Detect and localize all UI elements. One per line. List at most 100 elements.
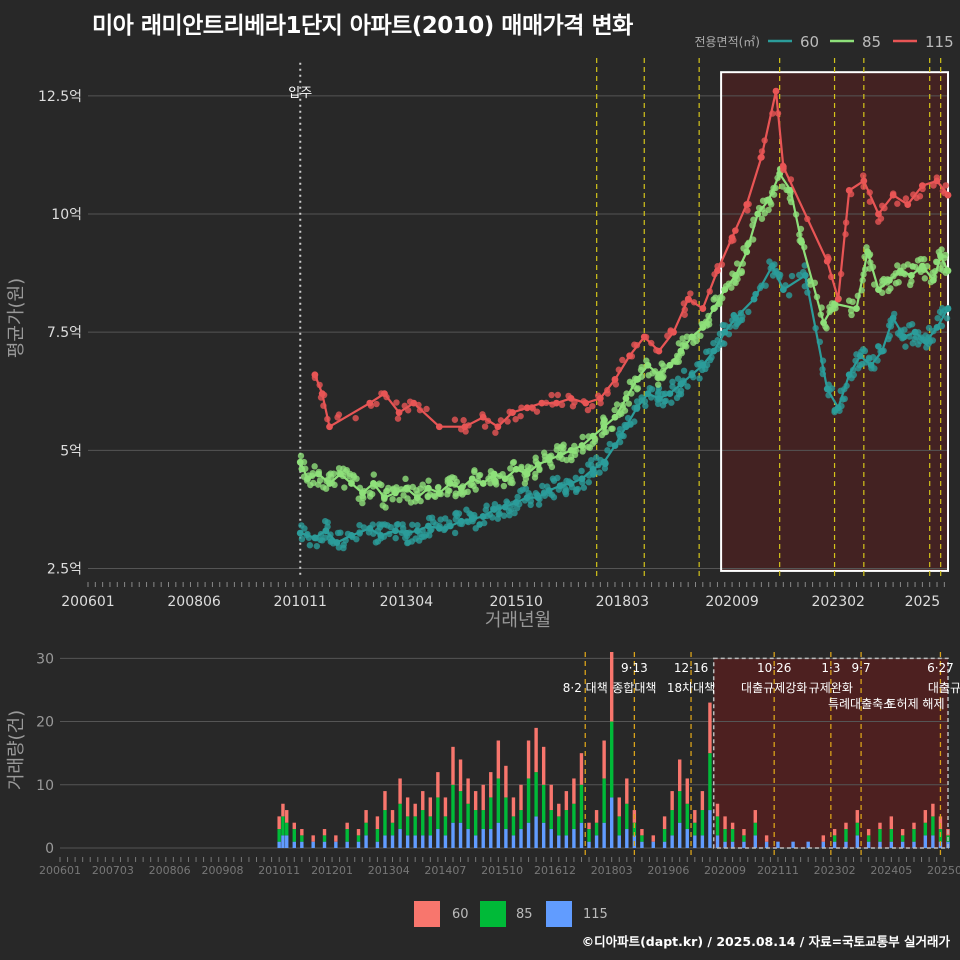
data-point-60 <box>834 404 842 412</box>
vol-bar-60 <box>405 797 410 817</box>
vol-bar-85 <box>364 822 368 836</box>
data-point-115 <box>517 412 524 420</box>
data-point-60 <box>674 375 682 382</box>
data-point-60 <box>446 522 454 530</box>
data-point-85 <box>655 371 663 379</box>
data-point-85 <box>937 253 945 260</box>
data-point-85 <box>500 482 508 490</box>
data-point-85 <box>468 475 476 483</box>
data-point-85 <box>886 276 893 284</box>
data-point-60 <box>556 482 564 490</box>
data-point-85 <box>501 475 509 483</box>
vol-bar-60 <box>938 816 943 830</box>
data-point-115 <box>479 413 487 421</box>
vol-bar-85 <box>405 816 410 836</box>
y-axis-title: 평균가(원) <box>6 278 27 358</box>
vol-bar-60 <box>923 810 928 823</box>
policy-label-bottom: 특례대출축소 <box>828 697 894 711</box>
vol-bar-85 <box>383 810 387 836</box>
data-point-60 <box>710 347 718 355</box>
data-point-60 <box>900 333 908 341</box>
data-point-60 <box>580 484 588 491</box>
policy-label-top: 9·13 <box>621 661 648 675</box>
vol-bar-115 <box>421 835 425 848</box>
data-point-60 <box>779 286 787 294</box>
data-point-60 <box>435 524 443 532</box>
vol-x-tick-label: 201407 <box>424 864 466 877</box>
data-point-115 <box>942 182 949 189</box>
data-point-85 <box>453 478 461 486</box>
data-point-60 <box>500 512 508 519</box>
vol-bar-85 <box>594 822 599 836</box>
vol-bar-60 <box>700 791 705 811</box>
vol-bar-115 <box>526 822 531 848</box>
vol-bar-115 <box>519 829 523 848</box>
vol-bar-85 <box>511 816 516 836</box>
vol-bar-60 <box>625 778 629 804</box>
data-point-85 <box>634 385 642 392</box>
policy-label-top: 10·26 <box>757 661 791 675</box>
data-point-85 <box>396 496 403 504</box>
vol-bar-85 <box>602 778 606 823</box>
data-point-85 <box>798 238 806 246</box>
data-point-115 <box>393 399 400 406</box>
vol-x-tick-label: 201304 <box>368 864 410 877</box>
data-point-60 <box>929 337 937 344</box>
data-point-115 <box>611 376 619 383</box>
vol-bar-85 <box>375 829 380 842</box>
data-point-85 <box>600 423 608 431</box>
data-point-60 <box>426 532 433 539</box>
vol-bar-115 <box>923 835 928 848</box>
legend-title: 전용면적(㎡) <box>694 35 760 49</box>
data-point-60 <box>788 272 796 280</box>
data-point-60 <box>479 513 487 520</box>
vol-bar-60 <box>466 778 470 804</box>
data-point-115 <box>589 402 596 410</box>
data-point-60 <box>768 262 776 270</box>
vol-bar-60 <box>428 797 433 817</box>
vol-bar-60 <box>602 740 606 779</box>
vol-bar-115 <box>700 835 705 848</box>
vol-bar-115 <box>356 841 361 848</box>
data-point-115 <box>582 399 590 407</box>
y-tick-label: 12.5억 <box>38 89 82 105</box>
vol-bar-115 <box>413 835 417 848</box>
data-point-85 <box>567 446 575 454</box>
data-point-85 <box>381 494 388 502</box>
vol-bar-85 <box>844 829 848 842</box>
data-point-85 <box>622 394 630 402</box>
data-point-60 <box>662 397 669 404</box>
data-point-115 <box>834 295 842 303</box>
data-point-115 <box>435 423 443 431</box>
data-point-85 <box>699 324 707 331</box>
data-point-85 <box>297 452 305 460</box>
vol-x-tick-label: 202302 <box>814 864 856 877</box>
vol-bar-60 <box>617 797 621 817</box>
data-point-60 <box>457 517 465 525</box>
vol-bar-60 <box>889 816 894 830</box>
legend-label-60: 60 <box>800 33 819 51</box>
data-point-60 <box>372 539 380 546</box>
policy-label-extra: 토허제 해제 <box>885 697 944 711</box>
legend-swatch-85 <box>480 901 506 927</box>
data-point-60 <box>750 295 758 303</box>
vol-bar-60 <box>458 759 463 792</box>
vol-bar-115 <box>451 822 455 848</box>
data-point-60 <box>413 527 421 535</box>
data-point-85 <box>359 489 366 497</box>
data-point-85 <box>864 248 871 256</box>
data-point-85 <box>541 449 548 456</box>
data-point-60 <box>721 328 729 336</box>
vol-bar-85 <box>277 829 281 842</box>
vol-bar-115 <box>473 835 478 848</box>
vol-bar-85 <box>473 810 478 836</box>
vol-bar-60 <box>511 797 516 817</box>
data-point-60 <box>589 465 597 473</box>
x-tick-label: 201011 <box>274 594 327 610</box>
vol-bar-60 <box>383 791 387 811</box>
data-point-60 <box>340 544 347 552</box>
data-point-85 <box>712 294 719 301</box>
vol-bar-115 <box>489 829 493 848</box>
vol-bar-85 <box>443 816 448 836</box>
vol-bar-115 <box>281 835 285 848</box>
